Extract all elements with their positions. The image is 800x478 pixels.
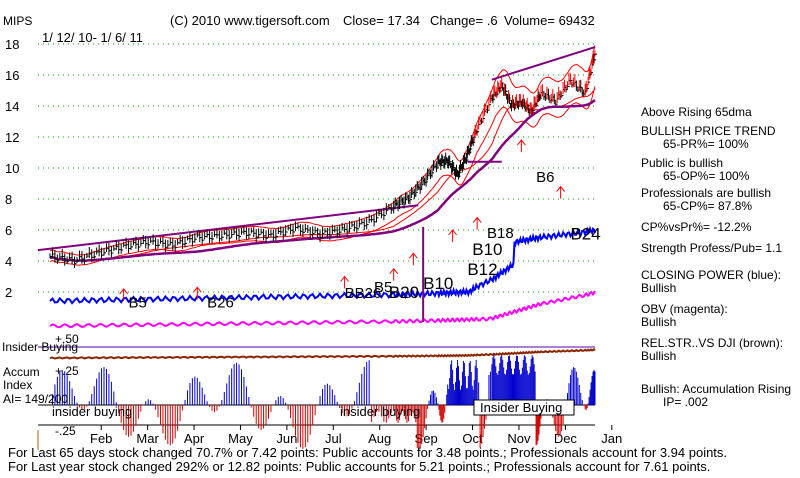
- annotation-label: insider buying: [340, 404, 420, 419]
- signal-label: B26: [207, 295, 234, 312]
- x-tick-label: Apr: [184, 431, 205, 446]
- accum-bottom-label: -.25: [55, 424, 76, 438]
- buy-arrow: [389, 267, 399, 281]
- y-tick-label: 18: [5, 37, 19, 52]
- panel-line: 65-OP%= 100%: [663, 169, 750, 183]
- x-tick-label: Sep: [415, 431, 438, 446]
- upper-band: [49, 45, 596, 256]
- panel-line: Bullish: [641, 315, 677, 329]
- volume-value: Volume= 69432: [504, 13, 595, 28]
- panel-line: Above Rising 65dma: [641, 105, 752, 119]
- buy-arrow: [119, 288, 129, 301]
- signal-label: B10: [423, 274, 453, 293]
- signal-label: B5: [129, 295, 147, 312]
- x-tick-label: Mar: [136, 431, 159, 446]
- signal-label: BB26: [345, 285, 382, 302]
- buy-arrow: [472, 216, 482, 230]
- obv-line: [49, 290, 596, 329]
- change-value: Change= .6: [430, 13, 498, 28]
- x-tick-label: Oct: [462, 431, 483, 446]
- x-tick-label: Jan: [601, 431, 622, 446]
- accum-mid-label: +.25: [55, 364, 79, 378]
- insider-buying-box: [473, 399, 575, 416]
- date-range: 1/ 12/ 10- 1/ 6/ 11: [42, 30, 143, 45]
- buy-arrow: [516, 139, 526, 153]
- y-tick-label: 6: [5, 223, 12, 238]
- y-tick-labels: 2 4 6 8 10 12 14 16 18: [5, 37, 19, 300]
- support-trendline: [37, 204, 419, 252]
- buy-arrow: [340, 275, 349, 289]
- y-tick-label: 16: [5, 68, 19, 83]
- x-tick-label: Aug: [368, 431, 391, 446]
- buy-arrow: [192, 286, 202, 300]
- insider-buying-label: Insider Buying: [2, 340, 79, 354]
- accum-top-label: +.50: [55, 332, 79, 346]
- panel-line: Bullish: [641, 281, 677, 295]
- panel-line: OBV (magenta):: [641, 302, 728, 316]
- indicator-lines: [49, 225, 596, 360]
- panel-line: Professionals are bullish: [641, 186, 772, 200]
- y-tick-label: 12: [5, 130, 19, 145]
- signal-label: B24: [570, 224, 600, 243]
- y-tick-label: 4: [5, 254, 12, 269]
- ma-65day-line: [49, 99, 596, 262]
- panel-line: IP= .002: [663, 395, 709, 409]
- y-tick-label: 8: [5, 192, 12, 207]
- y-tick-label: 14: [5, 99, 19, 114]
- copyright-label: (C) 2010 www.tigersoft.com: [170, 13, 330, 28]
- chart-svg: 2 4 6 8 10 12 14 16 18 Feb Mar Apr May Jun Jul Aug Sep O…: [5, 37, 622, 450]
- index-label: Index: [3, 378, 33, 392]
- footer-65day: For Last 65 days stock changed 70.7% or …: [8, 445, 728, 460]
- y-tick-label: 10: [5, 161, 19, 176]
- panel-line: 65-CP%= 87.8%: [663, 199, 753, 213]
- signal-label: B5: [374, 279, 392, 296]
- upper-trendline: [491, 46, 596, 81]
- x-tick-label: Feb: [90, 431, 112, 446]
- buy-arrow: [408, 252, 418, 266]
- signal-label: B12: [467, 260, 497, 279]
- annotation-label: Insider Buying: [480, 400, 562, 415]
- signal-arrows: [119, 139, 566, 301]
- panel-line: CLOSING POWER (blue):: [641, 268, 782, 282]
- x-tick-label: Nov: [507, 431, 531, 446]
- panel-line: Bullish: [641, 349, 677, 363]
- panel-line: 65-PR%= 100%: [663, 137, 749, 151]
- panel-line: CP%vsPr%= -12.2%: [641, 220, 752, 234]
- buy-arrow: [556, 185, 566, 199]
- footer-year: For Last year stock changed 292% or 12.8…: [8, 459, 711, 474]
- trendlines: [37, 46, 596, 252]
- y-tick-label: 2: [5, 285, 12, 300]
- summary-panel: Above Rising 65dma BULLISH PRICE TREND 6…: [641, 106, 791, 409]
- annotation-label: insider buying: [52, 404, 132, 419]
- panel-line: Bullish: Accumulation Rising: [641, 382, 792, 396]
- close-value: Close= 17.34: [343, 13, 420, 28]
- price-bars: [49, 50, 597, 269]
- signal-label: B18: [487, 225, 514, 242]
- signal-label: B6: [536, 169, 554, 186]
- panel-line: BULLISH PRICE TREND: [641, 124, 776, 138]
- panel-line: Public is bullish: [641, 156, 724, 170]
- buy-arrow: [448, 229, 458, 242]
- relative-strength-line: [49, 347, 596, 360]
- ai-label: AI= 149/200: [3, 392, 69, 406]
- x-tick-label: Jun: [276, 431, 297, 446]
- x-tick-label: Jul: [325, 431, 342, 446]
- ticker-label: MIPS: [3, 14, 33, 28]
- signal-label: B10: [472, 240, 502, 259]
- closing-power-line: [49, 225, 596, 305]
- accum-label: Accum: [3, 365, 40, 379]
- panel-line: REL.STR..VS DJI (brown):: [641, 336, 784, 350]
- signal-label: B20: [389, 283, 419, 302]
- panel-line: Strength Profess/Pub= 1.1: [641, 241, 783, 255]
- x-tick-label: May: [228, 431, 253, 446]
